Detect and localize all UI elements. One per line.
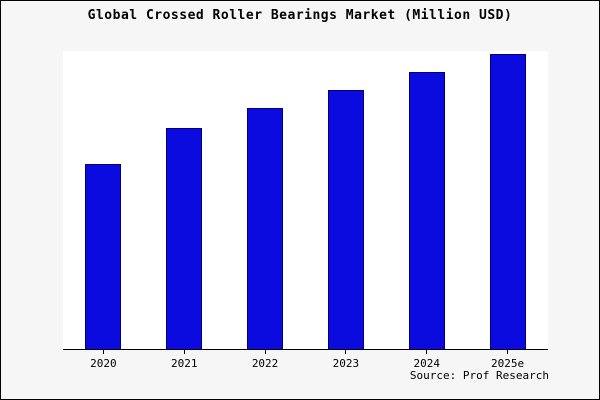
x-slot: 2021 bbox=[144, 350, 225, 370]
axis-tick bbox=[345, 350, 347, 354]
bar-2022 bbox=[247, 107, 284, 349]
bar-2025e bbox=[489, 53, 526, 349]
source-note: Source: Prof Research bbox=[409, 369, 549, 382]
axis-tick bbox=[264, 350, 266, 354]
x-slot: 2020 bbox=[63, 350, 144, 370]
x-tick-label: 2023 bbox=[332, 357, 360, 370]
bar-slot bbox=[63, 51, 144, 349]
x-labels: 2020 2021 2022 2023 2024 2025e bbox=[63, 350, 548, 370]
x-tick-label: 2025e bbox=[490, 357, 525, 370]
x-slot: 2022 bbox=[225, 350, 306, 370]
bar-2020 bbox=[85, 164, 122, 349]
bar-slot bbox=[144, 51, 225, 349]
axis-tick bbox=[102, 350, 104, 354]
x-tick-label: 2020 bbox=[90, 357, 117, 370]
chart-title: Global Crossed Roller Bearings Market (M… bbox=[87, 8, 513, 23]
x-slot: 2023 bbox=[305, 350, 386, 370]
bar-slot bbox=[225, 51, 306, 349]
x-slot: 2025e bbox=[467, 350, 548, 370]
axis-tick bbox=[507, 350, 509, 354]
bar-2023 bbox=[327, 89, 364, 349]
x-tick-label: 2021 bbox=[170, 357, 198, 370]
bars bbox=[63, 51, 548, 349]
axis-tick bbox=[183, 350, 185, 354]
bar-slot bbox=[386, 51, 467, 349]
x-slot: 2024 bbox=[386, 350, 467, 370]
bar-2024 bbox=[408, 71, 445, 349]
plot-area bbox=[63, 51, 548, 350]
axis-tick bbox=[426, 350, 428, 354]
x-tick-label: 2022 bbox=[251, 357, 279, 370]
bar-slot bbox=[467, 51, 548, 349]
bar-2021 bbox=[166, 128, 203, 349]
x-tick-label: 2024 bbox=[413, 357, 440, 370]
bar-slot bbox=[305, 51, 386, 349]
